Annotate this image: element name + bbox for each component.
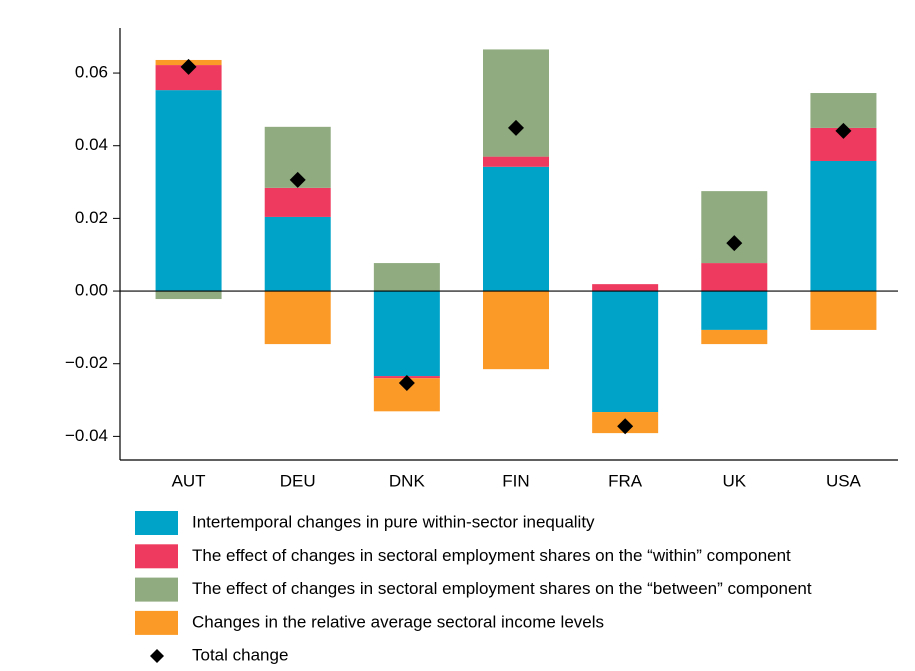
bar-segment bbox=[483, 49, 549, 157]
bar-segment bbox=[810, 291, 877, 330]
legend-label: Total change bbox=[192, 645, 288, 664]
bar-segment bbox=[592, 291, 659, 413]
total-marker bbox=[180, 58, 197, 75]
legend-label: The effect of changes in sectoral employ… bbox=[192, 546, 791, 565]
legend-swatch bbox=[135, 511, 178, 535]
bar-segment bbox=[701, 291, 768, 330]
bar-segment bbox=[264, 187, 331, 217]
bar-segment bbox=[264, 291, 331, 345]
bar-segment bbox=[810, 93, 877, 128]
legend-label: The effect of changes in sectoral employ… bbox=[192, 579, 812, 598]
x-tick-label: AUT bbox=[172, 471, 206, 490]
x-tick-label: FRA bbox=[608, 471, 643, 490]
y-tick-label: 0.06 bbox=[75, 63, 108, 82]
bar-segment bbox=[155, 291, 222, 300]
y-tick-label: 0.02 bbox=[75, 208, 108, 227]
bar-segment bbox=[483, 166, 549, 292]
x-tick-label: UK bbox=[722, 471, 746, 490]
legend-label: Changes in the relative average sectoral… bbox=[192, 612, 604, 631]
bar-segment bbox=[592, 284, 659, 292]
bar-segment bbox=[701, 191, 768, 264]
bar-segment bbox=[264, 216, 331, 292]
legend-swatch bbox=[135, 610, 178, 635]
bar-segment bbox=[701, 263, 768, 292]
bar-segment bbox=[373, 291, 440, 377]
x-tick-label: DEU bbox=[280, 471, 316, 490]
bar-segment bbox=[810, 160, 877, 292]
y-tick-label: 0.00 bbox=[75, 281, 108, 300]
y-tick-label: −0.04 bbox=[65, 426, 108, 445]
bar-segment bbox=[701, 329, 768, 345]
bar-segment bbox=[483, 291, 549, 370]
bar-segment bbox=[373, 263, 440, 292]
total-marker bbox=[508, 119, 524, 136]
total-marker bbox=[398, 374, 415, 391]
x-tick-label: USA bbox=[826, 471, 862, 490]
x-tick-label: DNK bbox=[389, 471, 426, 490]
legend-swatch bbox=[135, 544, 178, 569]
legend-swatch bbox=[135, 577, 178, 602]
bar-segment bbox=[483, 156, 549, 167]
y-tick-label: −0.02 bbox=[65, 353, 108, 372]
legend-label: Intertemporal changes in pure within-sec… bbox=[192, 512, 595, 531]
total-marker bbox=[617, 418, 634, 435]
legend-marker bbox=[150, 649, 164, 663]
x-tick-label: FIN bbox=[502, 471, 529, 490]
total-marker bbox=[726, 235, 743, 252]
total-marker bbox=[835, 122, 852, 139]
total-marker bbox=[289, 171, 306, 188]
bar-segment bbox=[155, 90, 222, 292]
y-tick-label: 0.04 bbox=[75, 135, 108, 154]
